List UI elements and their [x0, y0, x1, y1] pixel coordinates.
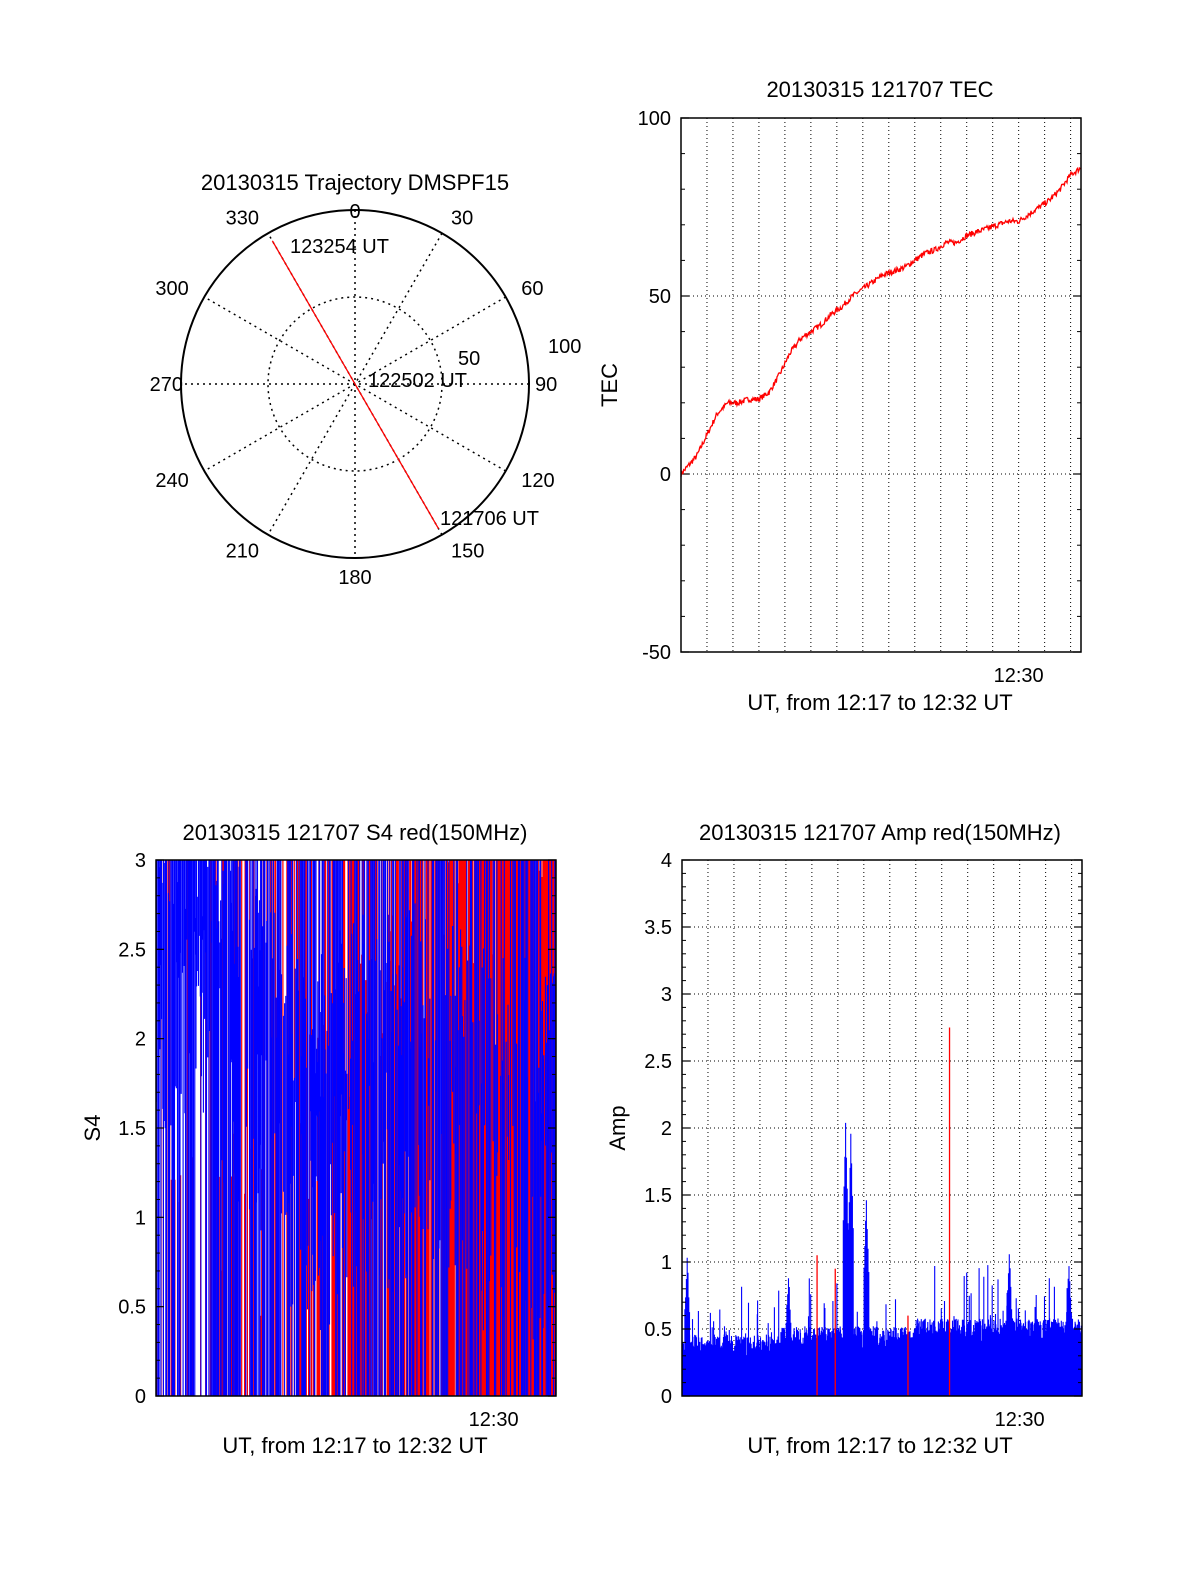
- s4-y-tick-2.5: 2.5: [118, 939, 146, 961]
- polar-angle-label-240: 240: [155, 470, 188, 492]
- polar-angle-label-0: 0: [349, 201, 360, 223]
- tec-y-tick-100: 100: [638, 108, 671, 130]
- polar-angle-label-180: 180: [338, 567, 371, 589]
- tec-series-line: [680, 166, 1082, 477]
- polar-radius-label-50: 50: [458, 348, 480, 370]
- polar-angle-label-330: 330: [226, 208, 259, 230]
- amp-y-tick-3: 3: [661, 984, 672, 1006]
- amp-y-ticks: 0 0.5 1 1.5 2 2.5 3 3.5 4: [644, 850, 1082, 1408]
- s4-bars: [156, 860, 556, 1396]
- polar-angle-label-30: 30: [451, 208, 473, 230]
- amp-y-tick-0: 0: [661, 1386, 672, 1408]
- s4-blue-series: [156, 860, 556, 1396]
- s4-y-tick-3: 3: [135, 850, 146, 872]
- tec-grid: [681, 118, 1081, 652]
- s4-y-ticks: 0 0.5 1 1.5 2 2.5 3: [118, 850, 556, 1408]
- amp-plot-frame: [681, 859, 1083, 1397]
- polar-radius-label-100: 100: [548, 336, 581, 358]
- polar-angle-label-120: 120: [521, 470, 554, 492]
- s4-title: 20130315 121707 S4 red(150MHz): [183, 820, 528, 845]
- polar-inner-circle: [267, 296, 443, 472]
- trajectory-mid-label: 122502 UT: [368, 370, 467, 392]
- polar-chart: 20130315 Trajectory DMSPF15 0 30 60 90 120 15…: [150, 170, 582, 589]
- amp-y-axis-label: Amp: [605, 1105, 630, 1150]
- s4-y-axis-label: S4: [80, 1115, 105, 1142]
- s4-x-axis-label: UT, from 12:17 to 12:32 UT: [222, 1433, 487, 1458]
- trajectory-end-label: 121706 UT: [440, 508, 539, 530]
- amp-x-axis-label: UT, from 12:17 to 12:32 UT: [747, 1433, 1012, 1458]
- s4-chart: 20130315 121707 S4 red(150MHz) 0 0.5 1 1.5 2…: [80, 820, 557, 1458]
- polar-title: 20130315 Trajectory DMSPF15: [201, 170, 509, 195]
- tec-plot-frame: [680, 117, 1082, 653]
- polar-angle-labels: 0 30 60 90 120 150 180 210 240 270 300 330: [150, 201, 558, 589]
- amp-bars: [682, 1027, 1082, 1396]
- amp-y-tick-1.5: 1.5: [644, 1185, 672, 1207]
- tec-chart: 20130315 121707 TEC -50 0 50 100 12:30 UT, …: [597, 77, 1082, 715]
- s4-x-tick-label: 12:30: [469, 1409, 519, 1431]
- polar-angle-label-150: 150: [451, 540, 484, 562]
- tec-y-ticks: -50 0 50 100: [638, 108, 1081, 664]
- amp-blue-series: [682, 1122, 1082, 1396]
- tec-title: 20130315 121707 TEC: [766, 77, 993, 102]
- tec-y-axis-label: TEC: [597, 363, 622, 407]
- s4-y-tick-2: 2: [135, 1029, 146, 1051]
- tec-x-tick-label: 12:30: [994, 665, 1044, 687]
- s4-y-tick-0.5: 0.5: [118, 1297, 146, 1319]
- amp-x-tick-label: 12:30: [995, 1409, 1045, 1431]
- polar-angle-label-270: 270: [150, 374, 183, 396]
- s4-y-tick-1.5: 1.5: [118, 1118, 146, 1140]
- tec-y-tick--50: -50: [642, 642, 671, 664]
- s4-plot-frame: [155, 859, 557, 1397]
- tec-x-axis-label: UT, from 12:17 to 12:32 UT: [747, 690, 1012, 715]
- polar-angle-label-90: 90: [535, 374, 557, 396]
- amp-chart: 20130315 121707 Amp red(150MHz) 0 0.5 1 1.5…: [605, 820, 1083, 1458]
- tec-y-tick-50: 50: [649, 286, 671, 308]
- trajectory-start-label: 123254 UT: [290, 236, 389, 258]
- amp-y-tick-2.5: 2.5: [644, 1051, 672, 1073]
- amp-title: 20130315 121707 Amp red(150MHz): [699, 820, 1061, 845]
- polar-angle-label-300: 300: [155, 278, 188, 300]
- amp-grid: [682, 860, 1082, 1396]
- amp-y-tick-0.5: 0.5: [644, 1319, 672, 1341]
- polar-angle-label-210: 210: [226, 540, 259, 562]
- amp-y-tick-1: 1: [661, 1252, 672, 1274]
- amp-y-tick-2: 2: [661, 1118, 672, 1140]
- amp-y-tick-4: 4: [661, 850, 672, 872]
- tec-y-tick-0: 0: [660, 464, 671, 486]
- s4-y-tick-1: 1: [135, 1207, 146, 1229]
- trajectory-line: [271, 240, 440, 529]
- amp-y-tick-3.5: 3.5: [644, 917, 672, 939]
- s4-y-tick-0: 0: [135, 1386, 146, 1408]
- polar-angle-label-60: 60: [521, 278, 543, 300]
